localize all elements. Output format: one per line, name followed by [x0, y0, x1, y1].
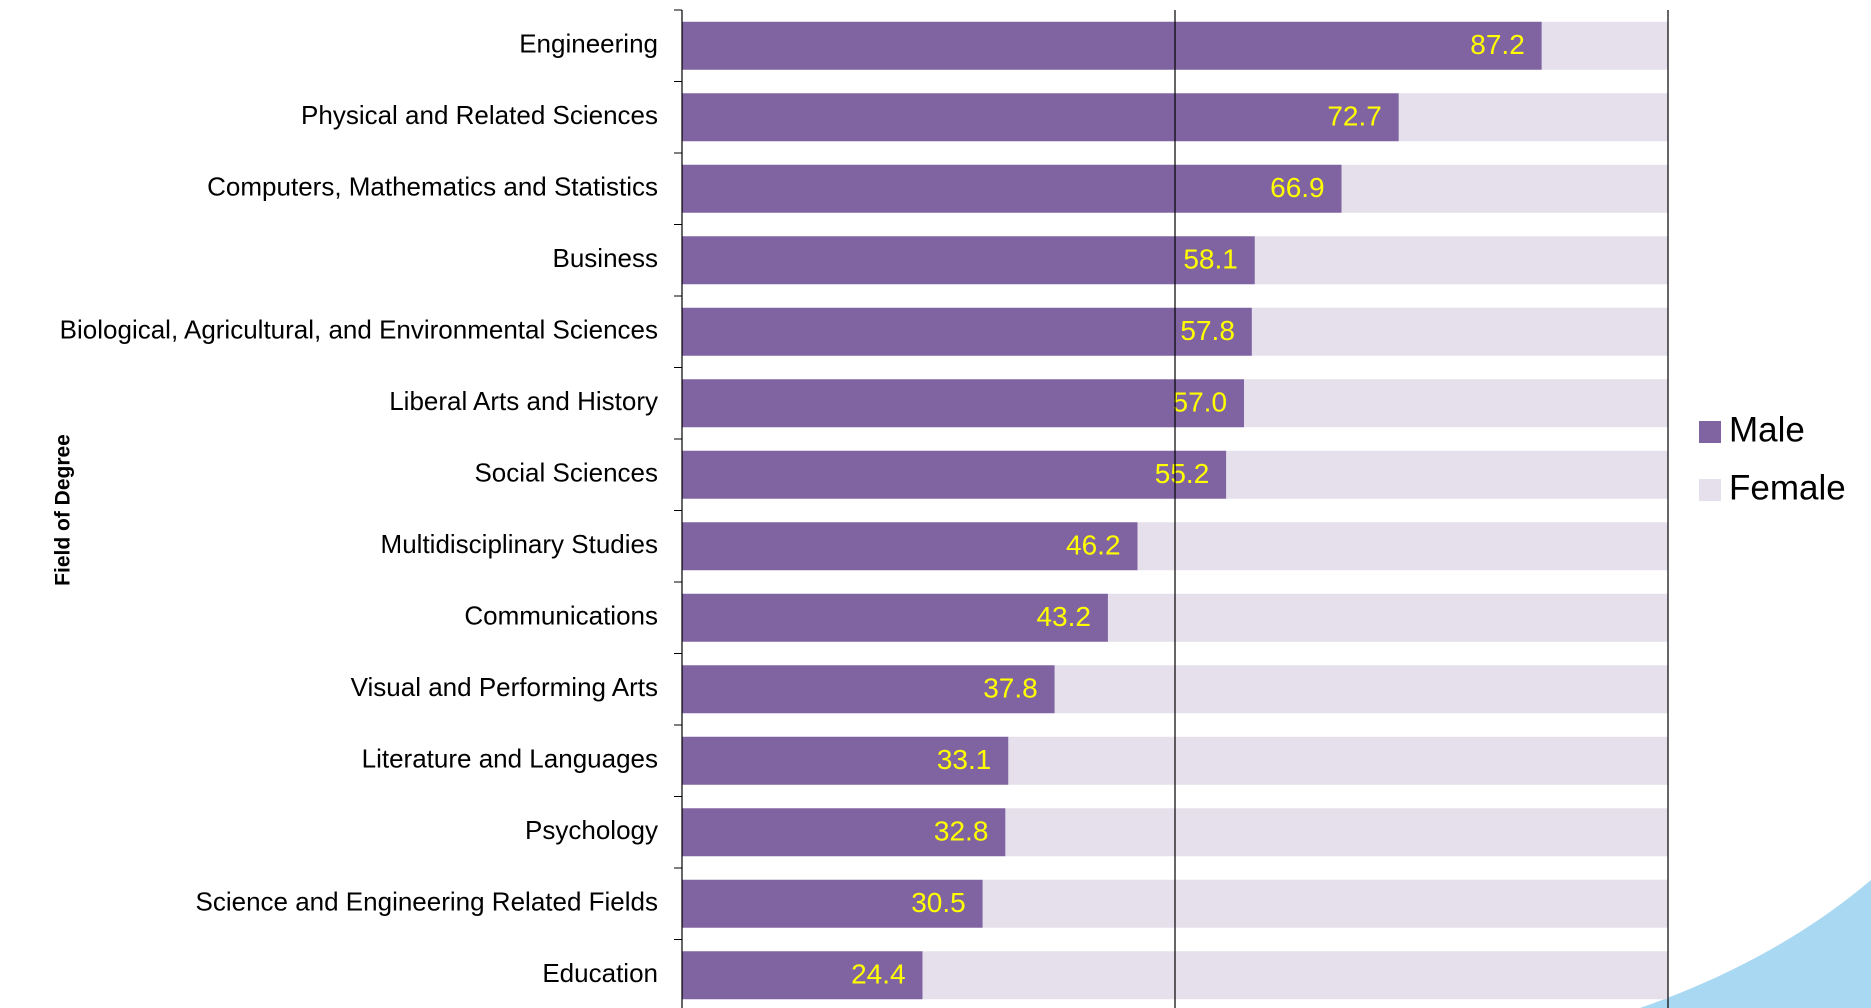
y-tick-label: Physical and Related Sciences: [301, 100, 658, 130]
data-label: 43.2: [1036, 601, 1091, 632]
y-tick-label: Liberal Arts and History: [389, 386, 658, 416]
y-tick-label: Literature and Languages: [362, 744, 658, 774]
data-label: 24.4: [851, 959, 906, 990]
data-label: 57.8: [1180, 315, 1235, 346]
y-tick-label: Communications: [464, 601, 658, 631]
legend-swatch: [1699, 421, 1721, 443]
bar-segment: [682, 451, 1226, 499]
y-tick-label: Psychology: [525, 815, 658, 845]
y-tick-label: Education: [542, 958, 658, 988]
data-label: 58.1: [1183, 244, 1238, 275]
bar-segment: [682, 308, 1252, 356]
y-tick-label: Biological, Agricultural, and Environmen…: [60, 315, 658, 345]
legend-swatch: [1699, 479, 1721, 501]
data-label: 87.2: [1470, 29, 1525, 60]
data-label: 37.8: [983, 673, 1038, 704]
bar-segment: [682, 236, 1255, 284]
data-label: 33.1: [937, 744, 992, 775]
data-label: 46.2: [1066, 530, 1121, 561]
bar-segment: [1252, 308, 1668, 356]
y-axis-title: Field of Degree: [52, 434, 75, 586]
data-label: 72.7: [1327, 101, 1382, 132]
data-label: 55.2: [1155, 458, 1210, 489]
y-tick-label: Multidisciplinary Studies: [381, 529, 658, 559]
data-label: 32.8: [934, 816, 989, 847]
y-tick-label: Business: [553, 243, 659, 273]
chart: Field of Degree Engineering 87.2 Physical …: [0, 0, 1871, 1008]
bar-segment: [1226, 451, 1668, 499]
bar-segment: [682, 93, 1399, 141]
data-label: 66.9: [1270, 172, 1325, 203]
bar-segment: [1255, 236, 1668, 284]
bar-segment: [1055, 665, 1668, 713]
data-label: 57.0: [1173, 387, 1228, 418]
bar-segment: [1008, 737, 1668, 785]
bar-segment: [1399, 93, 1668, 141]
bar-segment: [1138, 522, 1668, 570]
y-tick-label: Science and Engineering Related Fields: [195, 887, 658, 917]
bar-segment: [923, 951, 1668, 999]
legend-label: Male: [1729, 410, 1805, 449]
legend-label: Female: [1729, 468, 1846, 507]
data-label: 30.5: [911, 887, 966, 918]
bar-segment: [682, 22, 1542, 70]
y-tick-label: Computers, Mathematics and Statistics: [207, 172, 658, 202]
bar-segment: [682, 379, 1244, 427]
bar-segment: [682, 165, 1342, 213]
bar-segment: [983, 880, 1668, 928]
bar-segment: [1542, 22, 1668, 70]
bar-segment: [1005, 808, 1668, 856]
bar-segment: [1342, 165, 1668, 213]
decor-swoosh: [1640, 880, 1871, 1008]
y-tick-label: Visual and Performing Arts: [351, 672, 658, 702]
bar-segment: [1108, 594, 1668, 642]
y-tick-label: Social Sciences: [474, 458, 658, 488]
bar-segment: [1244, 379, 1668, 427]
y-tick-label: Engineering: [519, 29, 658, 59]
